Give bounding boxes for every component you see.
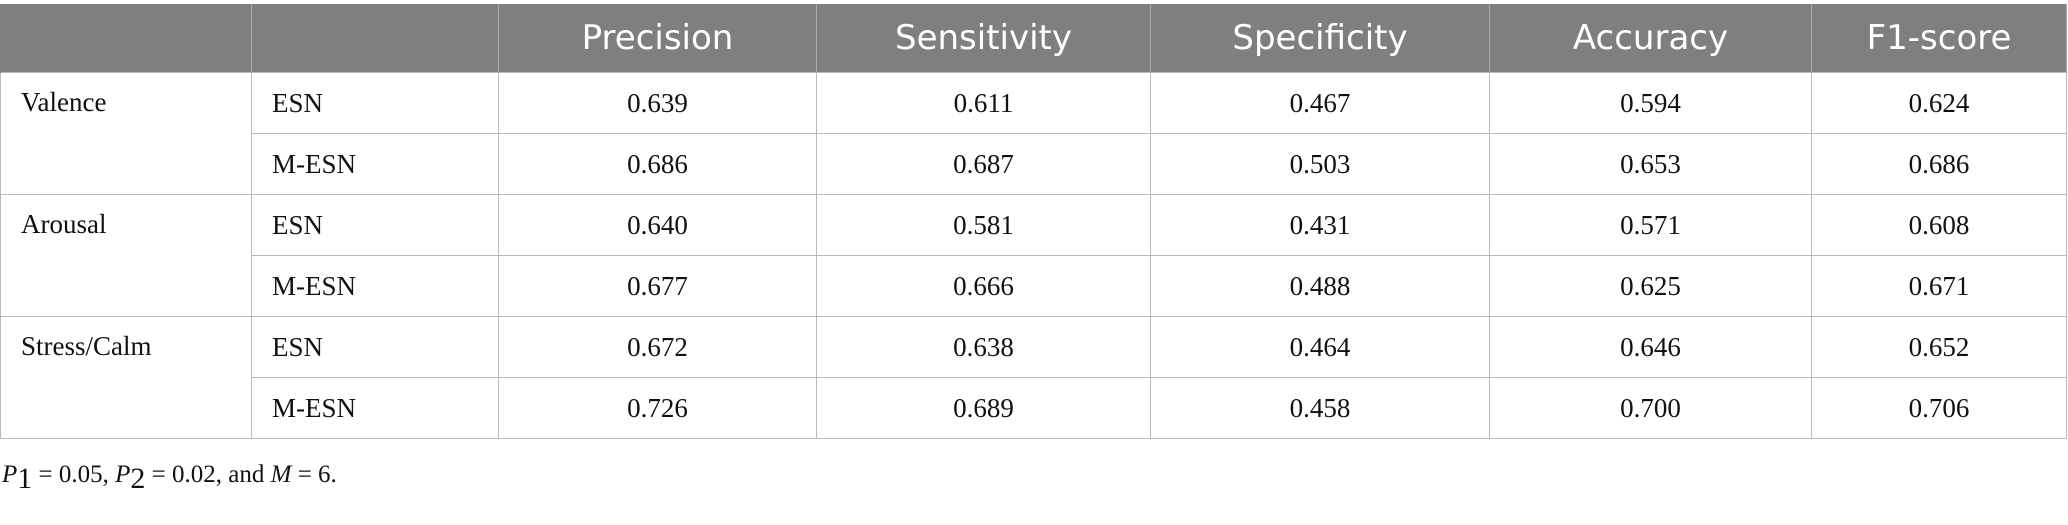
f1-score-cell: 0.686 <box>1811 133 2067 195</box>
specificity-cell: 0.503 <box>1150 133 1490 195</box>
model-cell: ESN <box>251 194 499 256</box>
header-cell-model <box>251 4 499 73</box>
header-cell-precision: Precision <box>498 4 817 73</box>
precision-cell: 0.640 <box>498 194 817 256</box>
footnote-p1-symbol: P <box>2 461 18 488</box>
footnote-p1-subscript: 1 <box>17 462 33 495</box>
header-cell-accuracy: Accuracy <box>1489 4 1812 73</box>
footnote-p1-value: = 0.05, <box>32 461 116 488</box>
precision-cell: 0.672 <box>498 316 817 378</box>
table-row: Stress/Calm ESN 0.672 0.638 0.464 0.646 … <box>0 316 2067 439</box>
table-row: M-ESN 0.677 0.666 0.488 0.625 0.671 <box>1 255 2067 317</box>
accuracy-cell: 0.700 <box>1489 377 1812 439</box>
specificity-cell: 0.464 <box>1150 316 1490 378</box>
accuracy-cell: 0.646 <box>1489 316 1812 378</box>
sensitivity-cell: 0.666 <box>816 255 1151 317</box>
row-group-label: Stress/Calm <box>0 316 252 439</box>
f1-score-cell: 0.671 <box>1811 255 2067 317</box>
specificity-cell: 0.467 <box>1150 72 1490 134</box>
table-row: M-ESN 0.686 0.687 0.503 0.653 0.686 <box>1 133 2067 195</box>
sensitivity-cell: 0.611 <box>816 72 1151 134</box>
footnote-m-symbol: M <box>270 461 292 488</box>
precision-cell: 0.686 <box>498 133 817 195</box>
precision-cell: 0.639 <box>498 72 817 134</box>
f1-score-cell: 0.652 <box>1811 316 2067 378</box>
model-cell: M-ESN <box>251 377 499 439</box>
table-row: Arousal ESN 0.640 0.581 0.431 0.571 0.60… <box>0 194 2067 317</box>
specificity-cell: 0.488 <box>1150 255 1490 317</box>
footnote-m-value: = 6. <box>291 461 337 488</box>
precision-cell: 0.726 <box>498 377 817 439</box>
header-cell-group <box>0 4 252 73</box>
footnote-p2-symbol: P <box>115 461 131 488</box>
sensitivity-cell: 0.581 <box>816 194 1151 256</box>
precision-cell: 0.677 <box>498 255 817 317</box>
table-footnote: P1 = 0.05, P2 = 0.02, and M = 6. <box>2 456 337 495</box>
f1-score-cell: 0.624 <box>1811 72 2067 134</box>
sensitivity-cell: 0.638 <box>816 316 1151 378</box>
results-table-container: Precision Sensitivity Specificity Accura… <box>0 4 2067 439</box>
accuracy-cell: 0.594 <box>1489 72 1812 134</box>
sensitivity-cell: 0.689 <box>816 377 1151 439</box>
sensitivity-cell: 0.687 <box>816 133 1151 195</box>
table-row: M-ESN 0.726 0.689 0.458 0.700 0.706 <box>1 377 2067 439</box>
table-row: Valence ESN 0.639 0.611 0.467 0.594 0.62… <box>0 72 2067 195</box>
accuracy-cell: 0.653 <box>1489 133 1812 195</box>
specificity-cell: 0.431 <box>1150 194 1490 256</box>
specificity-cell: 0.458 <box>1150 377 1490 439</box>
footnote-p2-subscript: 2 <box>130 462 146 495</box>
accuracy-cell: 0.625 <box>1489 255 1812 317</box>
header-cell-f1-score: F1-score <box>1811 4 2067 73</box>
header-row: Precision Sensitivity Specificity Accura… <box>0 4 2067 73</box>
model-cell: ESN <box>251 316 499 378</box>
model-cell: ESN <box>251 72 499 134</box>
header-cell-specificity: Specificity <box>1150 4 1490 73</box>
row-group-label: Arousal <box>0 194 252 317</box>
footnote-p2-value: = 0.02, and <box>145 461 271 488</box>
model-cell: M-ESN <box>251 133 499 195</box>
accuracy-cell: 0.571 <box>1489 194 1812 256</box>
f1-score-cell: 0.706 <box>1811 377 2067 439</box>
header-cell-sensitivity: Sensitivity <box>816 4 1151 73</box>
model-cell: M-ESN <box>251 255 499 317</box>
f1-score-cell: 0.608 <box>1811 194 2067 256</box>
results-table: Precision Sensitivity Specificity Accura… <box>0 4 2067 439</box>
row-group-label: Valence <box>0 72 252 195</box>
